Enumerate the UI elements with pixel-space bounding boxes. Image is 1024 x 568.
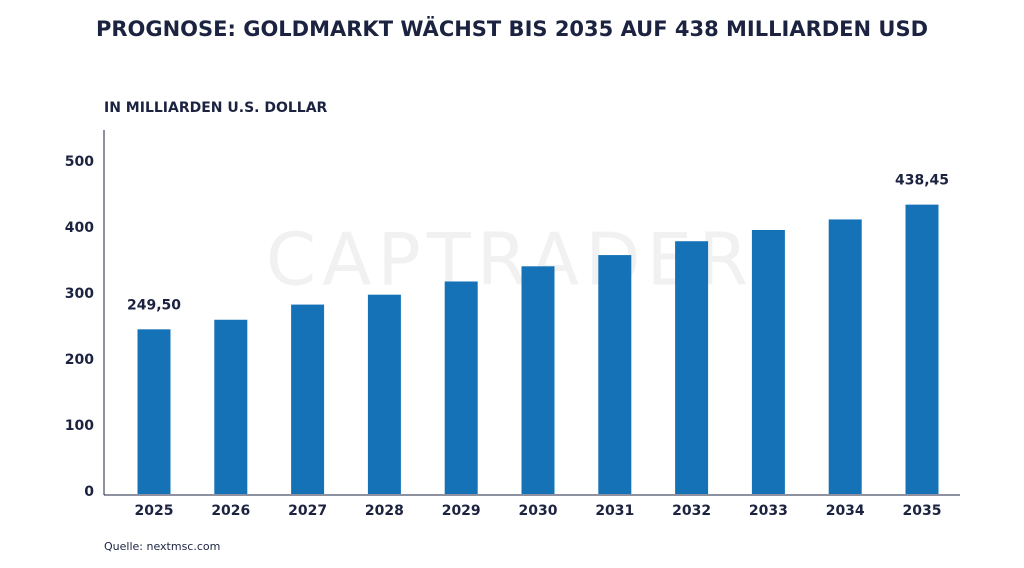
y-tick-label: 100	[65, 418, 94, 434]
bar	[905, 204, 939, 495]
x-tick-label: 2026	[211, 503, 250, 519]
value-label: 249,50	[127, 297, 181, 313]
bar	[367, 294, 401, 494]
watermark: CAPTRADER	[266, 218, 754, 302]
bar	[675, 241, 709, 494]
bar	[291, 304, 325, 494]
bar	[751, 230, 785, 494]
bar	[521, 266, 555, 494]
y-tick-label: 0	[84, 484, 94, 500]
x-tick-label: 2029	[442, 503, 481, 519]
x-tick-label: 2034	[826, 503, 865, 519]
bar	[444, 281, 478, 494]
bar	[598, 255, 632, 494]
bar	[214, 319, 248, 494]
value-label: 438,45	[895, 173, 949, 189]
y-tick-label: 300	[65, 286, 94, 302]
source: Quelle: nextmsc.com	[104, 540, 220, 553]
x-tick-label: 2030	[519, 503, 558, 519]
x-tick-label: 2031	[595, 503, 634, 519]
x-tick-label: 2035	[903, 503, 942, 519]
x-tick-label: 2025	[135, 503, 174, 519]
chart-title: PROGNOSE: GOLDMARKT WÄCHST BIS 2035 AUF …	[96, 16, 928, 41]
x-tick-label: 2028	[365, 503, 404, 519]
x-tick-label: 2033	[749, 503, 788, 519]
y-tick-label: 200	[65, 352, 94, 368]
axis-unit: IN MILLIARDEN U.S. DOLLAR	[104, 100, 328, 116]
bar	[137, 329, 171, 494]
y-tick-label: 500	[65, 154, 94, 170]
x-tick-label: 2032	[672, 503, 711, 519]
y-tick-label: 400	[65, 220, 94, 236]
bar	[828, 219, 862, 494]
x-tick-label: 2027	[288, 503, 327, 519]
